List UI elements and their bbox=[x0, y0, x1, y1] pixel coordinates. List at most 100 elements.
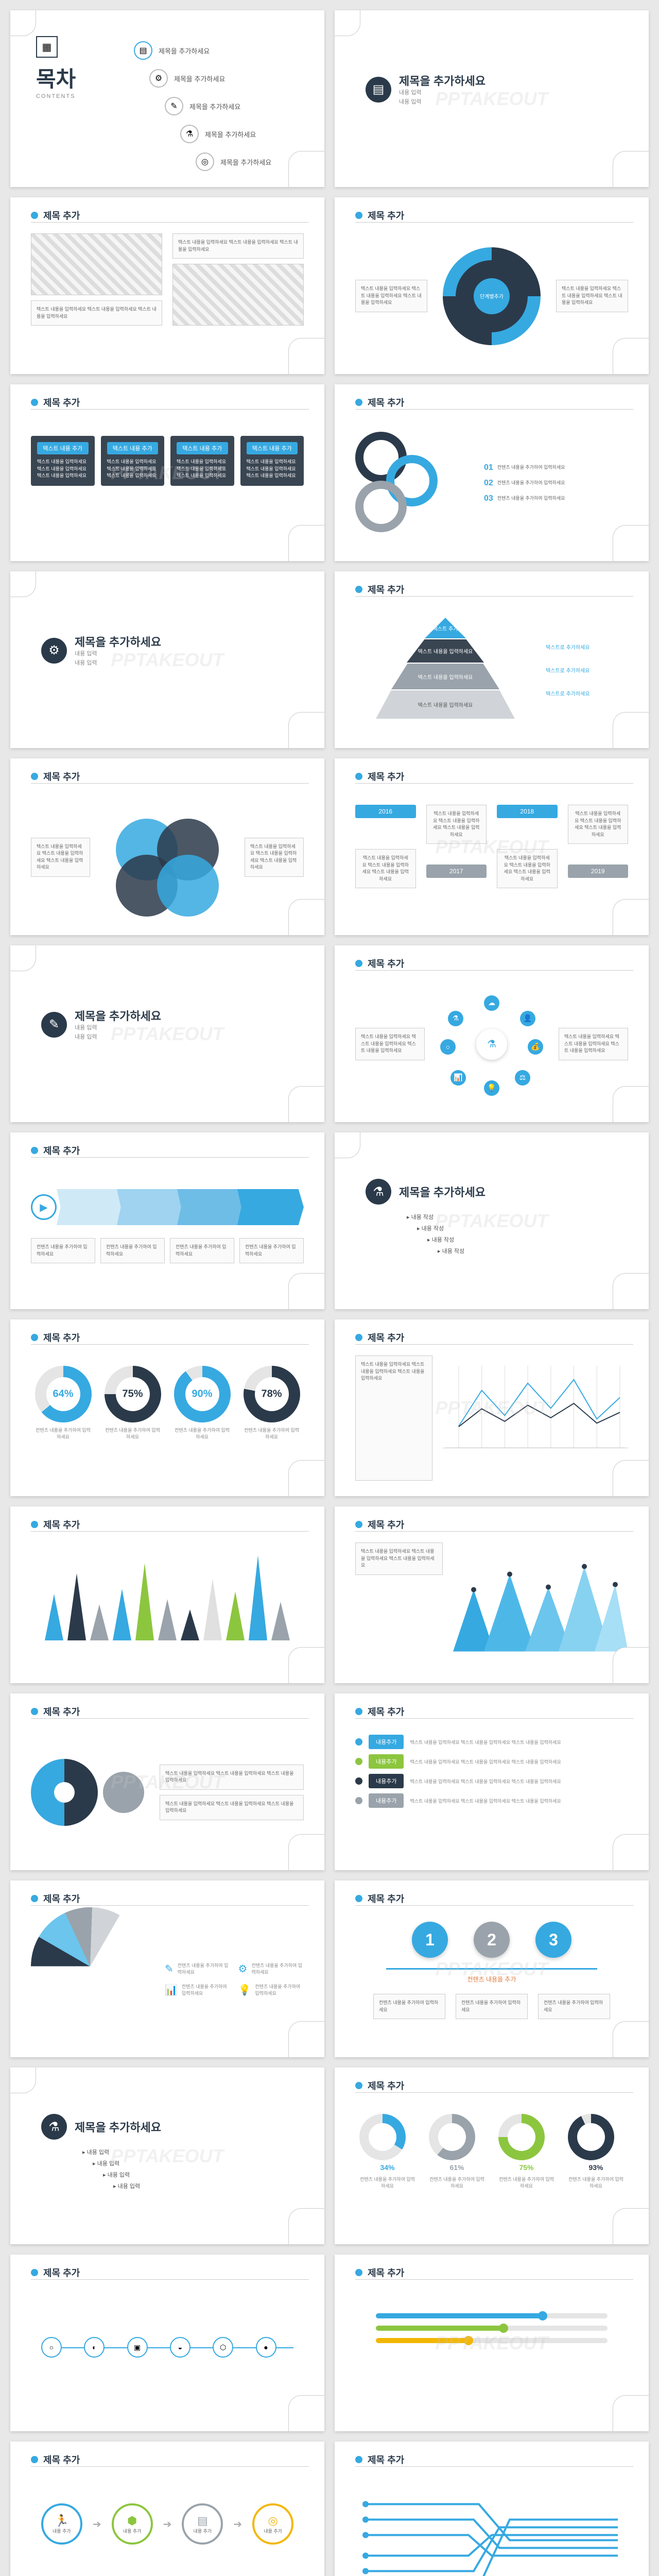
text-box: 텍스트 내용을 입력하세요 텍스트 내용을 입력하세요 텍스트 내용을 입력하세… bbox=[31, 838, 90, 877]
cone-bar bbox=[113, 1589, 131, 1640]
flow-step: ⬢내용 추가 bbox=[112, 2503, 153, 2545]
slide-title: 제목 추가 bbox=[43, 1518, 80, 1531]
text-box: 텍스트 내용을 입력하세요 텍스트 내용을 입력하세요 텍스트 내용을 입력하세… bbox=[355, 280, 427, 312]
box-title: 텍스트 내용 추가 bbox=[37, 442, 89, 454]
arrow-icon: ➔ bbox=[163, 2518, 172, 2531]
text-box: 텍스트 내용을 입력하세요 텍스트 내용을 입력하세요 텍스트 내용을 입력하세… bbox=[160, 1795, 304, 1820]
timeline-node: ▣ bbox=[127, 2337, 148, 2358]
slide-title: 제목 추가 bbox=[43, 1705, 80, 1718]
arrow-step bbox=[177, 1189, 244, 1225]
corner-decoration bbox=[10, 10, 36, 36]
item-text: 컨텐츠 내용을 추가하여 입력하세요 bbox=[497, 463, 628, 472]
slide-chevron-arrows: 제목 추가 ▶ 컨텐츠 내용을 추가하여 입력하세요 컨텐츠 내용을 추가하여 … bbox=[10, 1132, 324, 1309]
slide-color-rows: 제목 추가 내용추가텍스트 내용을 입력하세요 텍스트 내용을 입력하세요 텍스… bbox=[335, 1693, 649, 1870]
toc-item-icon: ⚙ bbox=[149, 69, 168, 88]
slide-small-donuts: 제목 추가 ⬤34%컨텐츠 내용을 추가하여 입력하세요⬤61%컨텐츠 내용을 … bbox=[335, 2067, 649, 2244]
hub-icon: 👤 bbox=[520, 1011, 535, 1026]
bullet-item: 내용 작성 bbox=[411, 1214, 434, 1221]
corner-decoration bbox=[288, 151, 324, 187]
slide-title: 제목 추가 bbox=[368, 1892, 404, 1905]
slide-num-badges: 제목 추가 1 2 3 컨텐츠 내용을 추가 컨텐츠 내용을 추가하여 입력하세… bbox=[335, 1880, 649, 2057]
slide-title: 제목 추가 bbox=[368, 770, 404, 783]
slide-title: 제목 추가 bbox=[368, 2079, 404, 2092]
pyramid-level: 텍스트 추가 bbox=[425, 618, 466, 638]
slide-section-4: ⚗ 제목을 추가하세요 ▸ 내용 작성 ▸ 내용 작성 ▸ 내용 작성 ▸ 내용… bbox=[335, 1132, 649, 1309]
box-title: 텍스트 내용 추가 bbox=[247, 442, 298, 454]
text-box: 텍스트 내용을 입력하세요 텍스트 내용을 입력하세요 텍스트 내용을 입력하세… bbox=[559, 1028, 628, 1060]
circuit-diagram bbox=[355, 2478, 628, 2576]
donut-item: ⬤34%컨텐츠 내용을 추가하여 입력하세요 bbox=[359, 2114, 416, 2189]
toc-item-icon: ▤ bbox=[134, 41, 152, 60]
line-chart bbox=[443, 1366, 628, 1448]
hub-icon: 💰 bbox=[528, 1039, 543, 1055]
slide-title: 제목 추가 bbox=[368, 209, 404, 222]
toc-title: 목차 bbox=[36, 62, 76, 93]
toc-item-icon: ⚗ bbox=[180, 125, 199, 143]
timeline-node: ● bbox=[256, 2337, 276, 2358]
box-body: 텍스트 내용을 입력하세요 텍스트 내용을 입력하세요 텍스트 내용을 입력하세… bbox=[107, 459, 159, 480]
num-label: 02 bbox=[484, 479, 493, 488]
text-box: 컨텐츠 내용을 추가하여 입력하세요 bbox=[456, 1994, 528, 2019]
text-box: 텍스트 내용을 입력하세요 텍스트 내용을 입력하세요 텍스트 내용을 입력하세… bbox=[355, 1355, 432, 1481]
donut-item: 78%컨텐츠 내용을 추가하여 입력하세요 bbox=[244, 1366, 300, 1440]
arrow-icon: ➔ bbox=[233, 2518, 242, 2531]
progress-bar bbox=[376, 2313, 608, 2318]
side-label: 텍스트로 추가하세요 bbox=[546, 666, 628, 674]
slide-venn: 제목 추가 텍스트 내용을 입력하세요 텍스트 내용을 입력하세요 텍스트 내용… bbox=[10, 758, 324, 935]
slide-progress-bars: 제목 추가 PPTAKEOUT bbox=[335, 2255, 649, 2431]
flow-diagram: 🏃내용 추가➔⬢내용 추가➔▤내용 추가➔◎내용 추가 bbox=[31, 2503, 304, 2545]
slide-timeline-years: 제목 추가 2016텍스트 내용을 입력하세요 텍스트 내용을 입력하세요 텍스… bbox=[335, 758, 649, 935]
section-title-text: 제목을 추가하세요 bbox=[399, 72, 485, 89]
area-chart bbox=[453, 1543, 628, 1668]
section-heading: ▤ 제목을 추가하세요 내용 입력 내용 입력 bbox=[366, 72, 485, 107]
timeline: ○ ◐ ▣ ◒ ⬡ ● bbox=[41, 2347, 293, 2348]
toc-item-label: 제목을 추가하세요 bbox=[205, 129, 256, 139]
toc-item-icon: ◎ bbox=[196, 152, 214, 171]
year-text: 텍스트 내용을 입력하세요 텍스트 내용을 입력하세요 텍스트 내용을 입력하세… bbox=[426, 805, 487, 844]
color-row: 내용추가텍스트 내용을 입력하세요 텍스트 내용을 입력하세요 텍스트 내용을 … bbox=[355, 1793, 628, 1808]
year-badge: 2017 bbox=[426, 865, 487, 878]
fan-icon: 💡 bbox=[238, 1984, 251, 1996]
cone-chart bbox=[31, 1553, 304, 1640]
hub-icon: 💡 bbox=[484, 1080, 499, 1096]
slide-title: 제목 추가 bbox=[368, 2453, 404, 2466]
pyramid-chart: 텍스트 추가 텍스트 내용을 입력하세요 텍스트 내용을 입력하세요 텍스트 내… bbox=[373, 618, 517, 721]
slide-title: 제목 추가 bbox=[368, 1331, 404, 1344]
linked-circles-diagram bbox=[355, 432, 469, 535]
cone-bar bbox=[181, 1609, 199, 1640]
content-box: 텍스트 내용 추가텍스트 내용을 입력하세요 텍스트 내용을 입력하세요 텍스트… bbox=[101, 436, 165, 486]
flow-step: 🏃내용 추가 bbox=[41, 2503, 82, 2545]
section-title-text: 제목을 추가하세요 bbox=[75, 633, 161, 650]
fan-icon: ✎ bbox=[165, 1962, 174, 1975]
slide-cone-chart: 제목 추가 bbox=[10, 1506, 324, 1683]
slide-swirl-circles: 제목 추가 텍스트 내용을 입력하세요 텍스트 내용을 입력하세요 텍스트 내용… bbox=[10, 1693, 324, 1870]
year-text: 텍스트 내용을 입력하세요 텍스트 내용을 입력하세요 텍스트 내용을 입력하세… bbox=[355, 849, 416, 888]
timeline-node: ⬡ bbox=[213, 2337, 233, 2358]
slide-title: 제목 추가 bbox=[43, 1144, 80, 1157]
slide-section-5: ⚗ 제목을 추가하세요 ▸ 내용 입력 ▸ 내용 입력 ▸ 내용 입력 ▸ 내용… bbox=[10, 2067, 324, 2244]
slide-title: 제목 추가 bbox=[43, 209, 80, 222]
donut-item: 90%컨텐츠 내용을 추가하여 입력하세요 bbox=[174, 1366, 231, 1440]
cone-bar bbox=[271, 1602, 290, 1640]
color-row: 내용추가텍스트 내용을 입력하세요 텍스트 내용을 입력하세요 텍스트 내용을 … bbox=[355, 1754, 628, 1769]
num-label: 03 bbox=[484, 494, 493, 503]
step-text: 컨텐츠 내용을 추가하여 입력하세요 bbox=[170, 1238, 234, 1263]
arrow-step bbox=[57, 1189, 123, 1225]
slide-flow-circles: 제목 추가 🏃내용 추가➔⬢내용 추가➔▤내용 추가➔◎내용 추가 bbox=[10, 2442, 324, 2576]
slide-area-chart: 제목 추가 텍스트 내용을 입력하세요 텍스트 내용을 입력하세요 텍스트 내용… bbox=[335, 1506, 649, 1683]
content-box: 텍스트 내용 추가텍스트 내용을 입력하세요 텍스트 내용을 입력하세요 텍스트… bbox=[31, 436, 95, 486]
slide-linked-circles: 제목 추가 01컨텐츠 내용을 추가하여 입력하세요 02컨텐츠 내용을 추가하… bbox=[335, 384, 649, 561]
cone-bar bbox=[67, 1573, 86, 1640]
color-row: 내용추가텍스트 내용을 입력하세요 텍스트 내용을 입력하세요 텍스트 내용을 … bbox=[355, 1735, 628, 1749]
slide-four-boxes: 제목 추가 텍스트 내용 추가텍스트 내용을 입력하세요 텍스트 내용을 입력하… bbox=[10, 384, 324, 561]
side-label: 텍스트로 추가하세요 bbox=[546, 689, 628, 697]
text-box: 텍스트 내용을 입력하세요 텍스트 내용을 입력하세요 텍스트 내용을 입력하세… bbox=[31, 300, 162, 326]
progress-list bbox=[376, 2313, 608, 2343]
cone-bar bbox=[226, 1591, 245, 1640]
num-badge: 2 bbox=[474, 1922, 510, 1958]
step-text: 컨텐츠 내용을 추가하여 입력하세요 bbox=[100, 1238, 165, 1263]
slide-toc: ▦ 목차 CONTENTS ▤제목을 추가하세요 ⚙제목을 추가하세요 ✎제목을… bbox=[10, 10, 324, 187]
text-box: 컨텐츠 내용을 추가하여 입력하세요 bbox=[538, 1994, 610, 2019]
donut-chart-row: 64%컨텐츠 내용을 추가하여 입력하세요75%컨텐츠 내용을 추가하여 입력하… bbox=[31, 1366, 304, 1440]
text-box: 컨텐츠 내용을 추가하여 입력하세요 bbox=[373, 1994, 445, 2019]
